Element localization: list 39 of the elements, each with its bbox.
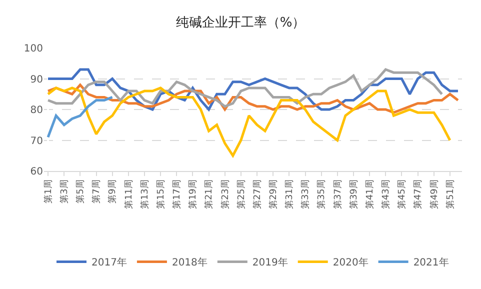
x-tick-label: 第47周 xyxy=(412,180,424,210)
x-tick-label: 第29周 xyxy=(268,180,280,210)
x-tick-label: 第27周 xyxy=(252,180,263,210)
x-tick-label: 第13周 xyxy=(139,180,150,210)
y-tick-label: 80 xyxy=(30,105,43,116)
legend-label: 2021年 xyxy=(413,256,449,269)
line-series xyxy=(46,96,114,138)
x-tick-label: 第43周 xyxy=(380,180,392,210)
legend-label: 2019年 xyxy=(252,256,288,269)
x-tick-label: 第31周 xyxy=(284,180,296,210)
legend-label: 2017年 xyxy=(92,256,127,269)
x-tick-label: 第3周 xyxy=(59,180,70,204)
legend-label: 2018年 xyxy=(172,256,208,269)
x-tick-label: 第45周 xyxy=(396,180,408,210)
x-tick-label: 第39周 xyxy=(348,180,360,210)
y-tick-label: 60 xyxy=(30,166,43,178)
x-tick-label: 第41周 xyxy=(364,180,376,210)
x-tick-label: 第33周 xyxy=(300,180,312,210)
x-tick-label: 第5周 xyxy=(75,180,86,204)
x-tick-label: 第17周 xyxy=(172,180,183,210)
x-tick-label: 第37周 xyxy=(332,180,344,210)
chart-title: 纯碱企业开工率（%） xyxy=(176,14,306,30)
x-tick-label: 第21周 xyxy=(204,180,215,210)
x-tick-label: 第23周 xyxy=(220,180,231,210)
x-tick-label: 第1周 xyxy=(42,180,54,204)
x-tick-label: 第9周 xyxy=(107,180,118,204)
y-tick-label: 100 xyxy=(24,44,43,54)
legend-label: 2020年 xyxy=(332,256,368,269)
x-tick-label: 第7周 xyxy=(91,180,102,204)
line-series xyxy=(46,86,452,157)
y-tick-label: 90 xyxy=(30,74,43,86)
x-tick-label: 第19周 xyxy=(188,180,199,210)
x-tick-label: 第25周 xyxy=(236,180,247,210)
y-tick-label: 70 xyxy=(30,136,43,147)
x-tick-label: 第49周 xyxy=(428,180,440,210)
x-tick-label: 第51周 xyxy=(444,180,456,210)
x-tick-label: 第35周 xyxy=(316,180,328,210)
x-tick-label: 第11周 xyxy=(123,180,134,210)
x-tick-label: 第15周 xyxy=(155,180,166,210)
